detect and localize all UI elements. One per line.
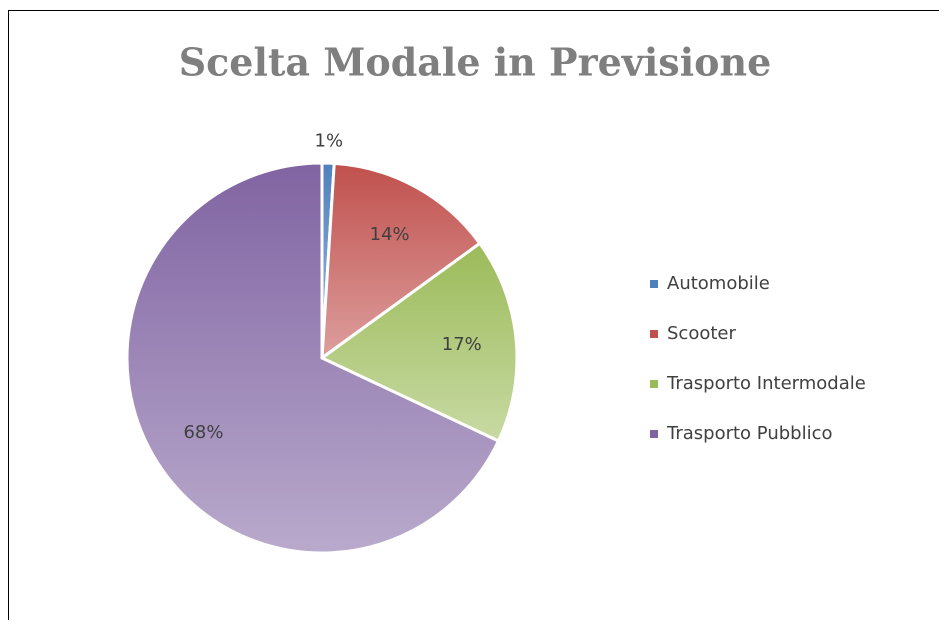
data-label: 1%	[315, 131, 344, 152]
legend-label: Trasporto Pubblico	[666, 423, 833, 444]
legend-swatch	[650, 430, 658, 438]
legend-swatch	[650, 380, 658, 388]
chart-title: Scelta Modale in Previsione	[179, 40, 772, 85]
legend-swatch	[650, 280, 658, 288]
legend-label: Trasporto Intermodale	[666, 373, 866, 394]
data-label: 17%	[442, 334, 482, 355]
legend-swatch	[650, 330, 658, 338]
data-label: 14%	[370, 224, 410, 245]
data-label: 68%	[183, 422, 223, 443]
legend-label: Scooter	[667, 323, 736, 344]
legend-label: Automobile	[667, 273, 770, 294]
